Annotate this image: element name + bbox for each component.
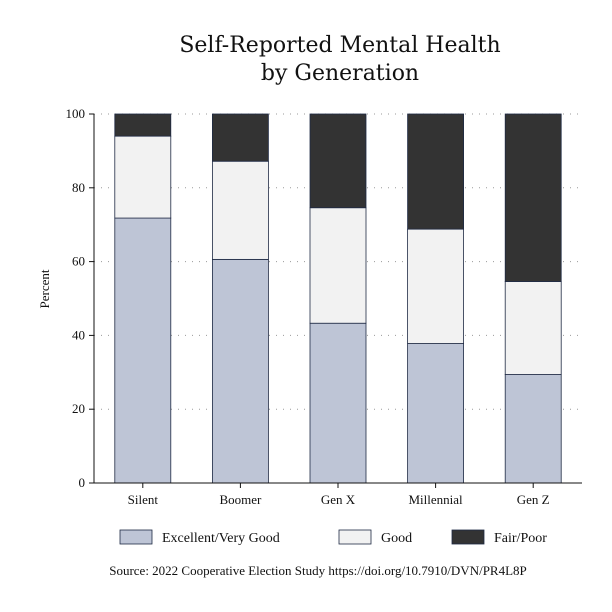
legend-swatch [119,529,153,545]
chart-title-line-1: Self-Reported Mental Health [179,33,500,58]
bar-segment [114,217,172,484]
bar-segment [309,322,367,484]
x-tick-label: Gen Z [517,492,550,507]
x-tick-label: Gen X [321,492,356,507]
x-axis-ticks: Silent Boomer Gen X Millennial Gen Z [128,483,550,507]
y-tick-label: 40 [72,327,85,342]
source-note: Source: 2022 Cooperative Election Study … [109,563,527,578]
bars [114,113,562,484]
legend-label: Good [381,531,412,546]
legend-swatch [451,529,485,545]
legend-label: Fair/Poor [494,531,547,546]
bar-segment [504,374,562,484]
bar-segment [504,281,562,375]
bar-segment [407,113,465,230]
legend: Excellent/Very Good Good Fair/Poor [119,529,547,546]
bar-segment [309,207,367,324]
y-tick-label: 80 [72,180,85,195]
bar-segment [309,113,367,209]
bar-segment [504,113,562,282]
y-axis-ticks: 0 20 40 60 80 100 [66,106,94,490]
chart-title-line-2: by Generation [261,61,419,86]
bar-segment [407,343,465,484]
y-tick-label: 100 [66,106,86,121]
bar-segment [211,160,269,260]
bar-segment [211,113,269,162]
legend-swatch [338,529,372,545]
bar-segment [114,113,172,137]
x-tick-label: Boomer [219,492,262,507]
legend-label: Excellent/Very Good [162,531,280,546]
y-tick-label: 0 [79,475,86,490]
bar-segment [211,258,269,484]
gridlines [94,113,582,410]
x-tick-label: Millennial [409,492,464,507]
x-tick-label: Silent [128,492,159,507]
bar-segment [114,135,172,219]
y-tick-label: 20 [72,401,85,416]
y-axis-label: Percent [37,269,52,308]
bar-segment [407,228,465,344]
y-tick-label: 60 [72,254,85,269]
